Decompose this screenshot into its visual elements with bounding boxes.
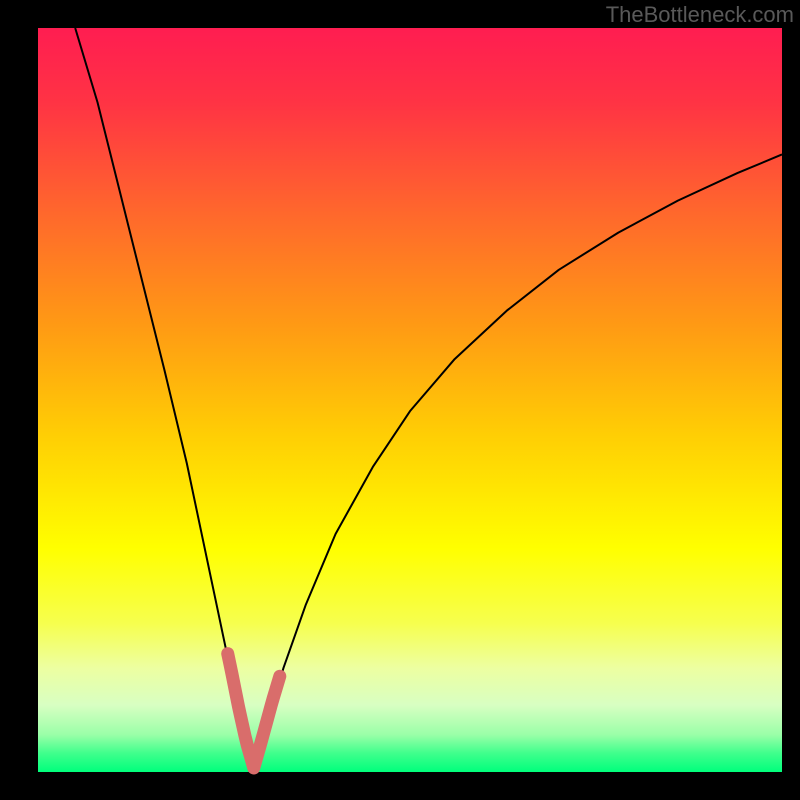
- stage: TheBottleneck.com: [0, 0, 800, 800]
- chart-svg: [0, 0, 800, 800]
- plot-area: [38, 28, 782, 772]
- watermark-text: TheBottleneck.com: [606, 2, 794, 28]
